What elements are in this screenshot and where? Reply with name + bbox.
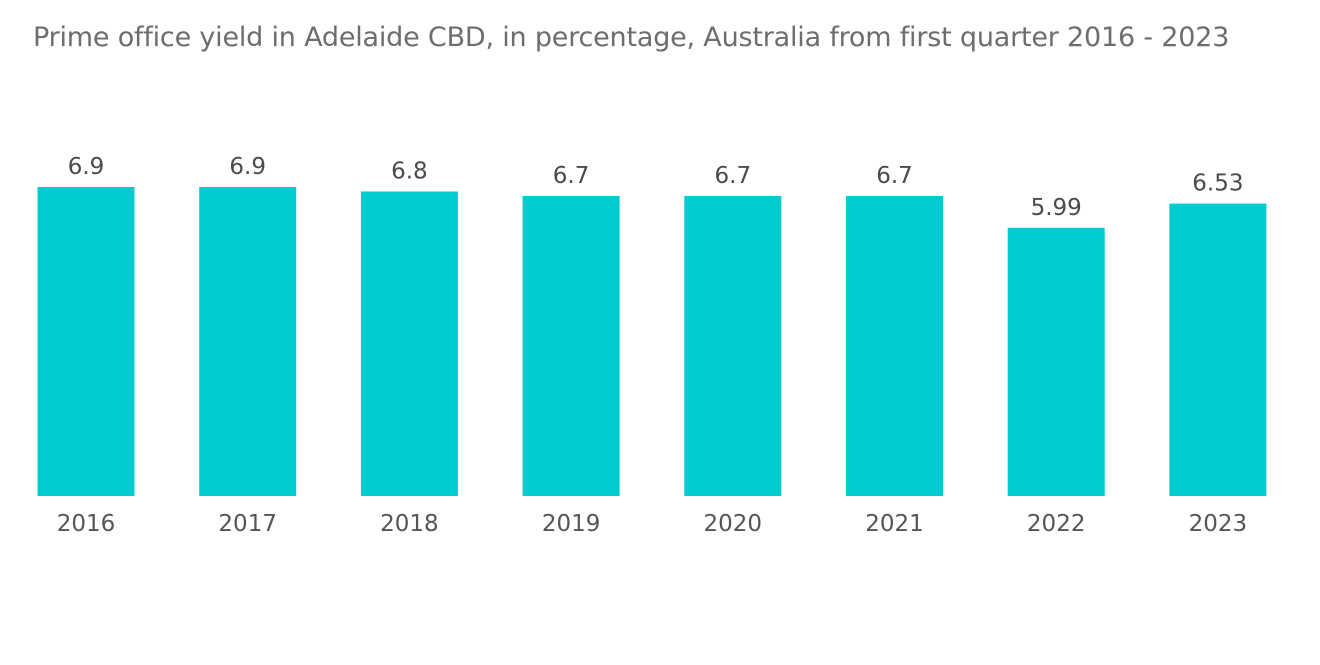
value-label-2019: 6.7 (553, 163, 590, 189)
x-tick-label-2017: 2017 (218, 511, 277, 537)
value-label-2017: 6.9 (229, 154, 266, 180)
bar-2016 (37, 187, 135, 496)
value-label-2018: 6.8 (391, 159, 428, 185)
chart-title: Prime office yield in Adelaide CBD, in p… (33, 22, 1230, 53)
x-tick-label-2016: 2016 (57, 511, 116, 537)
x-axis-tick-labels: 2016 2017 2018 2019 2020 2021 2022 2023 (57, 511, 1247, 537)
value-label-2020: 6.7 (715, 163, 752, 189)
bar-2018 (360, 191, 458, 496)
value-label-2021: 6.7 (876, 163, 913, 189)
x-tick-label-2019: 2019 (542, 511, 601, 537)
bar-2020 (684, 196, 782, 496)
bar-2021 (846, 196, 943, 496)
x-tick-label-2021: 2021 (865, 511, 924, 537)
x-tick-label-2018: 2018 (380, 511, 439, 537)
bars-group (37, 187, 1267, 497)
bar-2019 (522, 196, 620, 496)
x-tick-label-2022: 2022 (1027, 511, 1086, 537)
bar-2023 (1169, 203, 1267, 496)
bar-2022 (1007, 227, 1105, 497)
value-label-2023: 6.53 (1192, 171, 1243, 197)
value-label-2022: 5.99 (1031, 195, 1082, 221)
x-tick-label-2020: 2020 (704, 511, 763, 537)
value-labels-group: 6.9 6.9 6.8 6.7 6.7 6.7 5.99 6.53 (68, 154, 1244, 221)
x-tick-label-2023: 2023 (1189, 511, 1248, 537)
value-label-2016: 6.9 (68, 154, 105, 180)
bar-2017 (199, 187, 297, 496)
